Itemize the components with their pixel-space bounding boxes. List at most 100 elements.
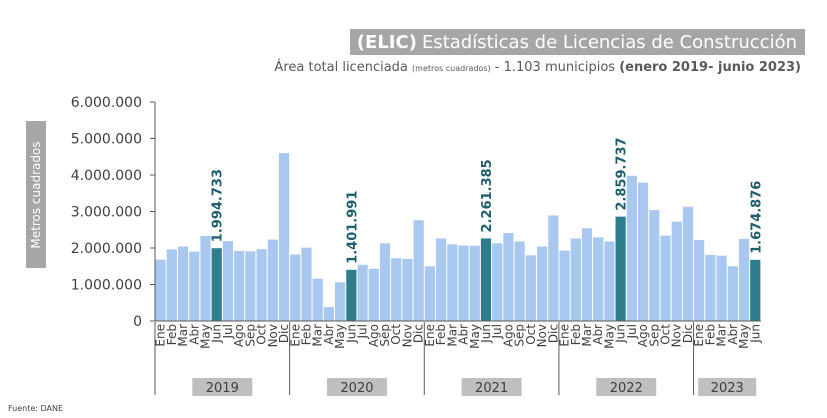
x-tick-label: Oct [255,324,269,345]
bar [357,264,368,321]
x-tick-label: May [737,324,751,349]
x-tick-label: May [468,324,482,349]
x-tick-label: Nov [535,324,549,347]
subtitle-units: (metros cuadrados) [412,64,491,73]
x-tick-label: Feb [299,324,313,345]
chart-subtitle: Área total licenciada (metros cuadrados)… [274,60,801,75]
x-tick-label: Dic [681,324,695,343]
bar [727,266,738,321]
bar [424,266,435,321]
x-tick-label: Ene [558,324,572,347]
bar [480,238,492,321]
x-tick-label: Feb [703,324,717,345]
data-label: 2.261.385 [480,159,495,232]
bar [738,238,750,321]
chart-title: (ELIC) Estadísticas de Licencias de Cons… [350,29,805,55]
x-tick-label: Abr [322,324,336,345]
x-tick-label: Ene [288,324,302,347]
bar [200,235,211,321]
x-tick-label: Jun [614,324,628,344]
bar [716,255,727,321]
bar [278,153,290,321]
bar [155,259,166,321]
bar [301,247,312,321]
x-tick-label: Feb [434,324,448,345]
x-tick-label: Sep [513,324,527,347]
x-tick-label: Ago [367,324,381,347]
data-label: 1.994.733 [211,169,226,242]
year-label: 2023 [711,381,744,396]
x-tick-label: Jun [344,324,358,344]
y-tick-label: 3.000.000 [71,205,142,221]
year-box [192,378,253,396]
bar [671,221,682,321]
y-tick-label: 4.000.000 [71,168,142,184]
x-tick-label: Nov [266,324,280,347]
x-tick-label: Sep [378,324,392,347]
bar [391,258,402,321]
x-tick-label: Ago [636,324,650,347]
bar [346,269,357,321]
x-tick-label: May [333,324,347,349]
data-label: 1.674.876 [749,181,764,254]
x-tick-label: Nov [670,324,684,347]
bar [559,250,570,321]
bar [312,278,323,321]
x-tick-label: Mar [580,324,594,347]
bar [503,233,514,321]
bar [234,250,245,321]
x-tick-label: May [602,324,616,349]
x-tick-label: Ago [501,324,515,347]
x-tick-label: Sep [647,324,661,347]
bar [525,255,536,321]
source-note: Fuente: DANE [8,404,64,413]
year-label: 2020 [340,381,373,396]
y-tick-label: 1.000.000 [71,278,142,294]
bar [177,246,189,321]
data-label: 2.859.737 [615,137,630,210]
bar [211,248,222,321]
x-tick-label: Oct [524,324,538,345]
bar [514,241,525,321]
bar [413,220,424,321]
y-tick-label: 0 [133,314,142,330]
bar [626,175,637,321]
bar [189,251,200,321]
bar [290,254,301,321]
bar [458,245,469,321]
y-tick-label: 2.000.000 [71,241,142,257]
x-tick-label: Oct [659,324,673,345]
bar [649,210,660,321]
x-tick-label: Mar [176,324,190,347]
y-axis-label-box [26,121,46,268]
bar [548,215,559,321]
x-tick-label: Mar [311,324,325,347]
bar [436,238,447,321]
x-tick-label: Dic [546,324,560,343]
bar [581,228,593,321]
x-tick-label: May [198,324,212,349]
x-tick-label: Mar [715,324,729,347]
data-label: 1.401.991 [345,191,360,264]
bar [368,268,379,321]
bar [335,282,346,321]
year-label: 2022 [610,381,643,396]
chart-title-text: Estadísticas de Licencias de Construcció… [421,31,797,53]
bar [267,239,278,321]
bar [660,235,671,321]
bar [256,249,267,321]
year-label: 2019 [206,381,239,396]
bar [323,307,335,321]
year-box [596,378,657,396]
bar [570,238,581,321]
x-tick-label: Dic [277,324,291,343]
year-box [698,378,757,396]
bar [604,241,615,321]
x-tick-label: Abr [591,324,605,345]
year-label: 2021 [475,381,508,396]
x-tick-label: Jul [625,324,639,339]
x-tick-label: Mar [445,324,459,347]
x-tick-label: Abr [726,324,740,345]
